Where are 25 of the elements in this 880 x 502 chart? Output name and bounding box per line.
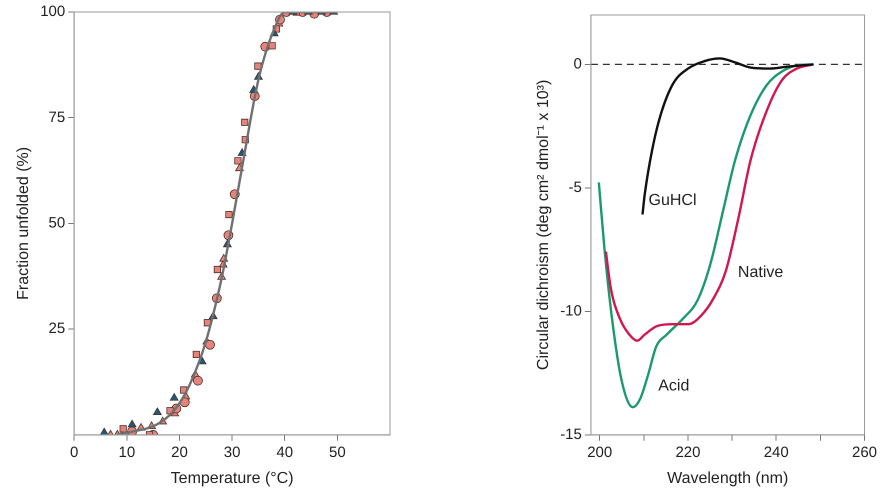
x-tick-label: 30	[224, 444, 240, 461]
y-tick-label: 25	[48, 320, 66, 338]
x-tick-label: 0	[70, 444, 78, 461]
y-axis-title: Fraction unfolded (%)	[15, 146, 32, 300]
y-tick-label: 75	[48, 108, 66, 126]
y-tick-label: -5	[568, 179, 582, 196]
y-tick-label: 100	[40, 3, 66, 20]
series-label: Native	[738, 264, 784, 281]
x-tick-label: 20	[171, 444, 188, 461]
y-axis-title: Circular dichroism (deg cm² dmol⁻¹ x 10³)	[535, 80, 552, 370]
x-tick-label: 220	[675, 444, 700, 461]
y-tick-label: 50	[48, 214, 66, 232]
x-tick-label: 260	[852, 444, 877, 461]
x-tick-label: 50	[329, 444, 346, 461]
x-tick-label: 10	[118, 444, 136, 461]
x-tick-label: 200	[587, 444, 612, 461]
x-axis-title: Wavelength (nm)	[667, 470, 788, 487]
y-tick-label: -10	[560, 302, 582, 320]
y-tick-label: 0	[574, 56, 582, 73]
series-label: Acid	[658, 378, 690, 395]
x-tick-label: 40	[276, 444, 294, 461]
y-tick-label: -15	[560, 426, 582, 443]
x-axis-title: Temperature (°C)	[170, 470, 294, 487]
x-tick-label: 240	[764, 444, 789, 461]
series-label: GuHCl	[648, 192, 697, 209]
